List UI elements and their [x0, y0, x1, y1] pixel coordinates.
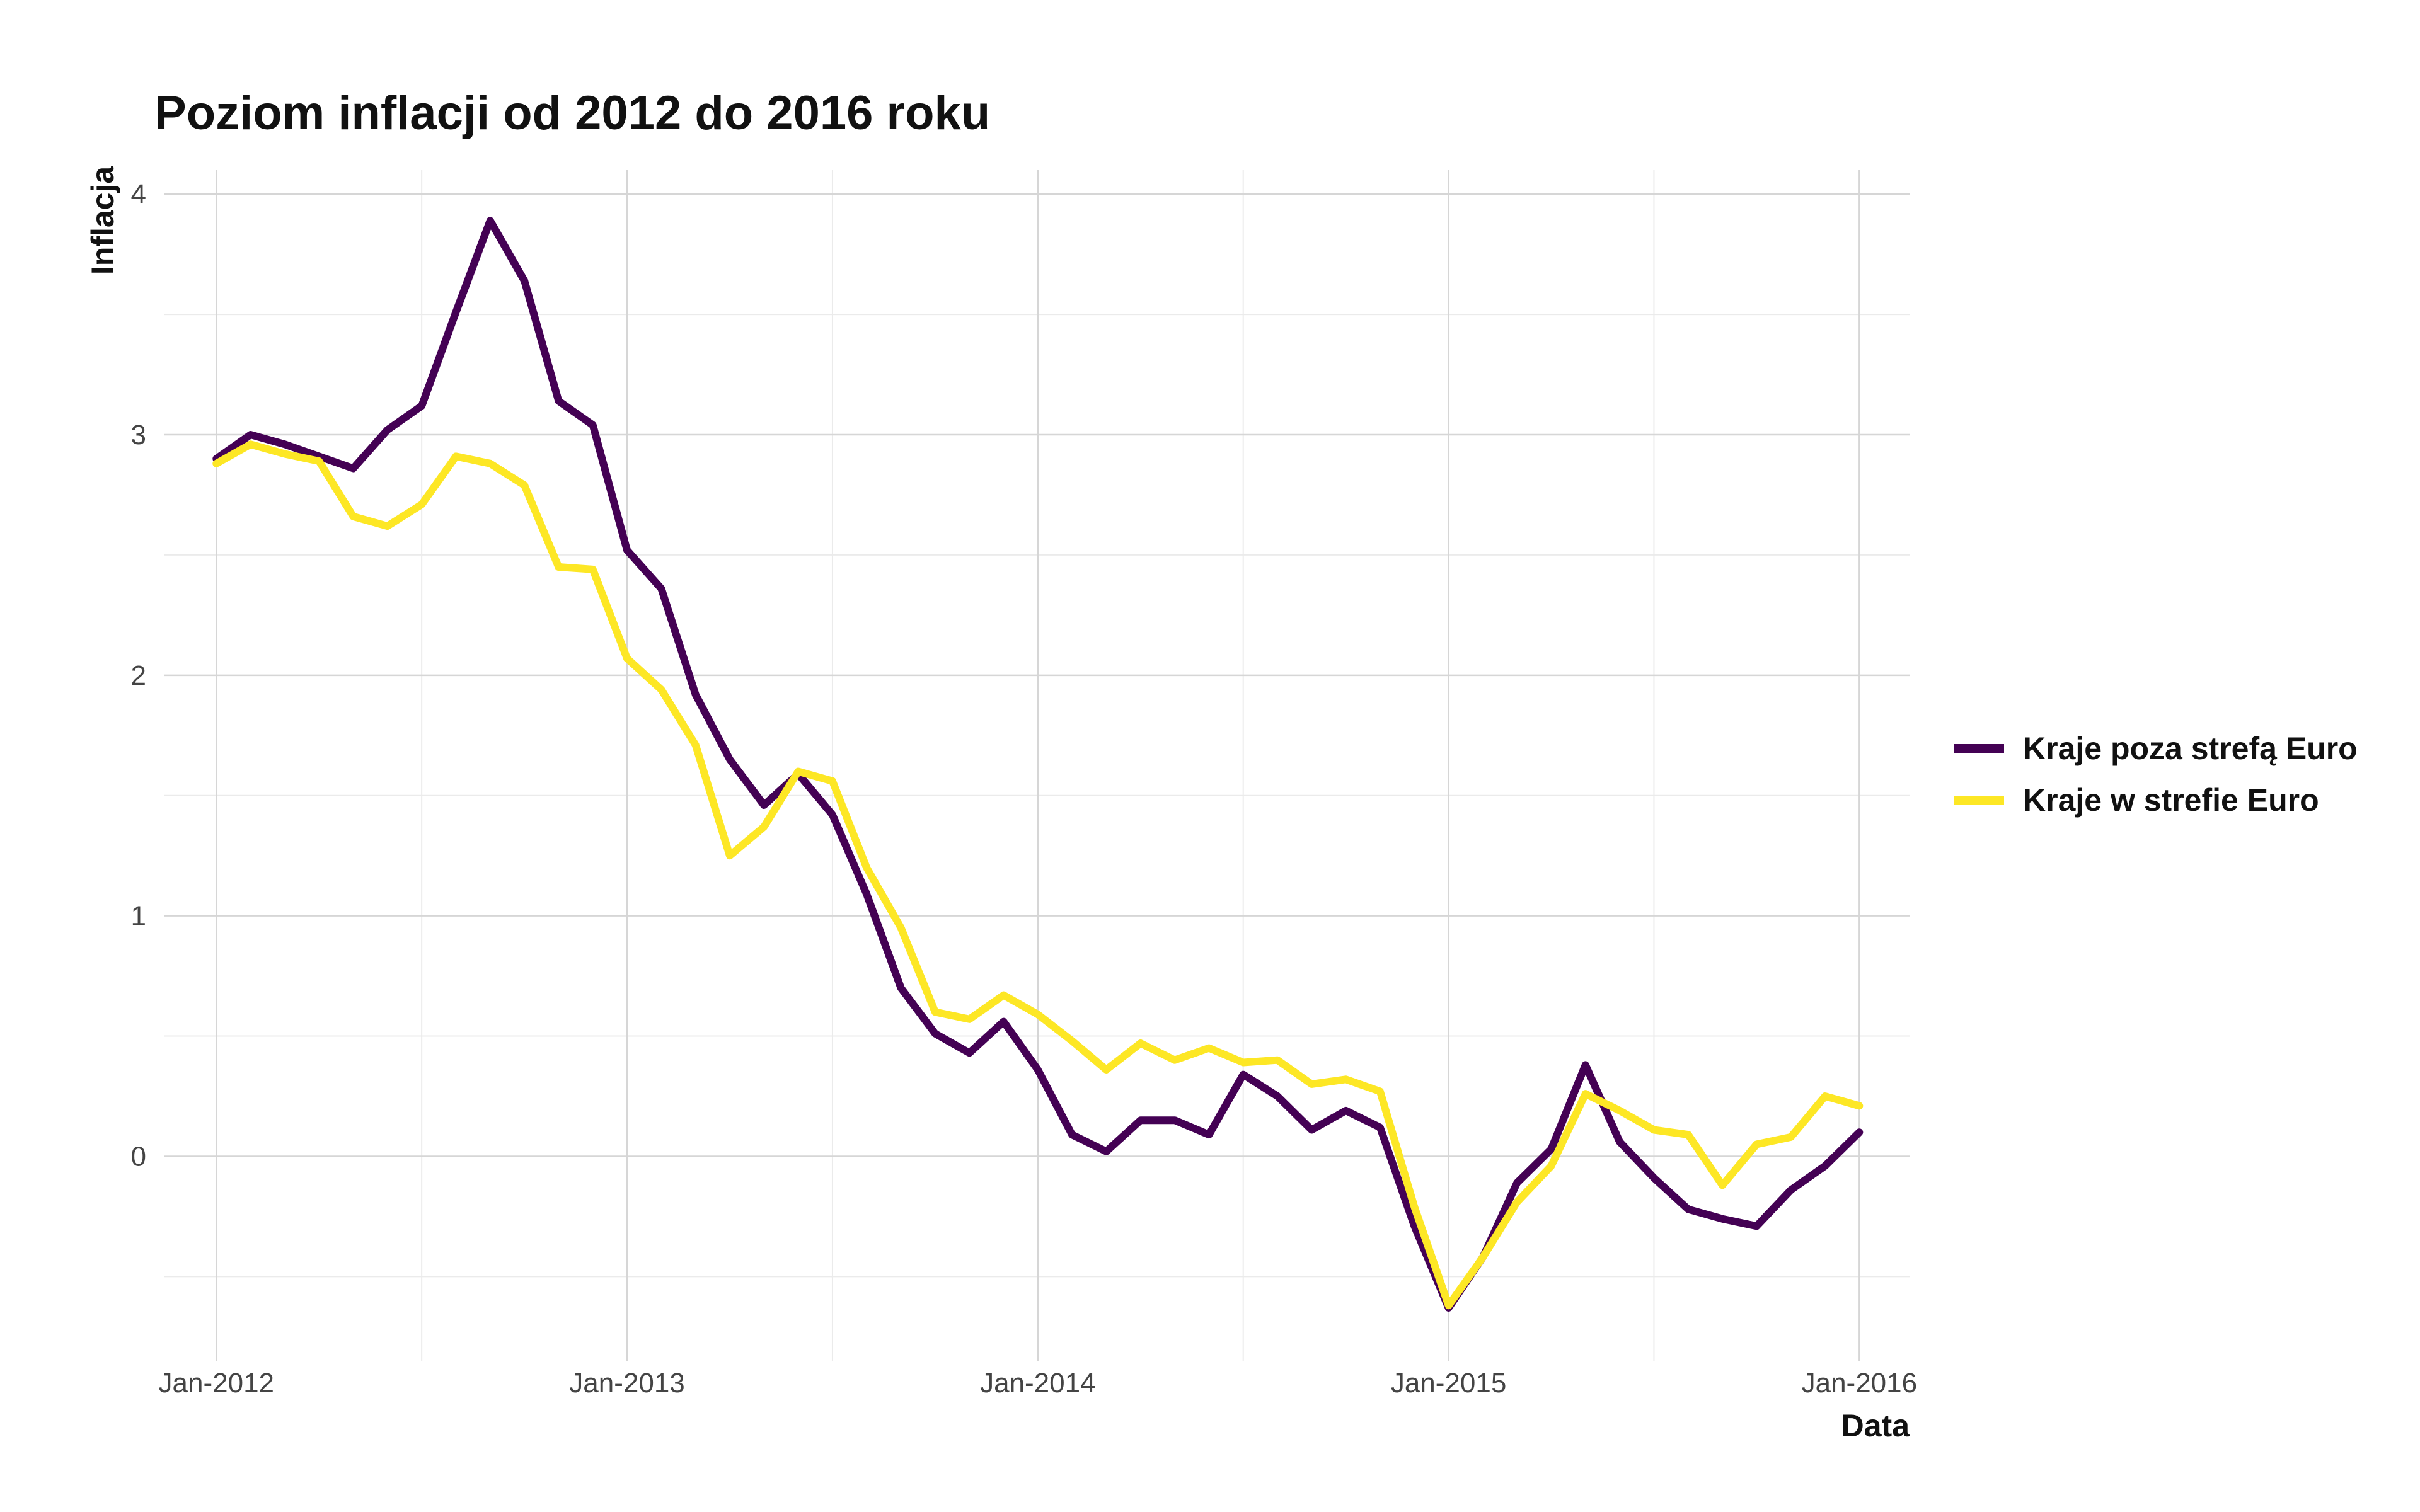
x-tick-label: Jan-2015	[1391, 1368, 1506, 1399]
y-tick-label: 2	[131, 660, 146, 691]
y-axis-label: Inflacja	[85, 166, 120, 275]
x-tick-label: Jan-2014	[980, 1368, 1095, 1399]
series-lines	[212, 217, 1864, 1312]
y-tick-label: 1	[131, 901, 146, 932]
x-tick-label: Jan-2013	[569, 1368, 684, 1399]
x-axis-ticks: Jan-2012 Jan-2013 Jan-2014 Jan-2015 Jan-2016	[159, 1368, 1918, 1399]
legend: Kraje poza strefą Euro Kraje w strefie Eu…	[1954, 731, 2358, 818]
chart-title: Poziom inflacji od 2012 do 2016 roku	[154, 86, 990, 140]
y-tick-label: 0	[131, 1141, 146, 1172]
series-line-1	[212, 217, 1864, 1312]
series-line-2	[212, 440, 1864, 1310]
x-tick-label: Jan-2016	[1802, 1368, 1917, 1399]
legend-label-2: Kraje w strefie Euro	[2023, 782, 2319, 818]
legend-label-1: Kraje poza strefą Euro	[2023, 731, 2358, 766]
y-axis-ticks: 0 1 2 3 4	[131, 179, 146, 1172]
y-tick-label: 3	[131, 420, 146, 450]
x-axis-label: Data	[1841, 1408, 1911, 1443]
x-tick-label: Jan-2012	[159, 1368, 274, 1399]
y-tick-label: 4	[131, 179, 146, 210]
grid-lines	[164, 170, 1910, 1361]
